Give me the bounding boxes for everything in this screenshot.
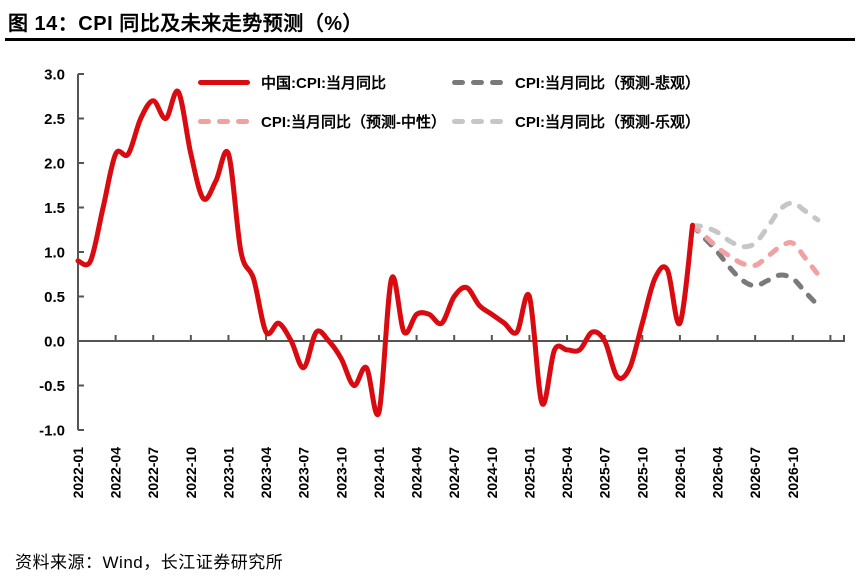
x-tick-label: 2025-10	[634, 447, 650, 499]
x-tick-label: 2026-01	[672, 447, 688, 499]
y-tick-label: 1.5	[44, 200, 65, 217]
series-forecast-pessimistic	[690, 222, 821, 308]
x-tick-label: 2024-10	[484, 447, 500, 499]
y-tick-label: 3.0	[44, 67, 65, 84]
title-divider	[5, 38, 855, 41]
series-actual-cpi	[75, 88, 695, 418]
x-tick-label: 2026-10	[785, 447, 801, 499]
x-tick-label: 2023-04	[258, 447, 274, 499]
y-tick-label: 2.5	[44, 111, 65, 128]
x-tick-label: 2024-04	[409, 447, 425, 499]
x-tick-label: 2025-04	[559, 447, 575, 499]
y-tick-labels: 3.0 2.5 2.0 1.5 1.0 0.5 0.0 -0.5 -1.0	[39, 67, 65, 440]
x-tick-label: 2024-07	[446, 447, 462, 499]
data-source-note: 资料来源：Wind，长江证券研究所	[15, 553, 284, 572]
x-tick-label: 2022-01	[70, 447, 86, 499]
x-tick-label: 2025-01	[521, 447, 537, 499]
x-tick-label: 2026-04	[710, 447, 726, 499]
y-tick-label: -1.0	[39, 423, 65, 440]
x-tick-label: 2022-04	[108, 447, 124, 499]
chart-title: 图 14：CPI 同比及未来走势预测（%）	[8, 13, 363, 35]
y-tick-label: 0.5	[44, 289, 65, 306]
y-tick-label: 0.0	[44, 334, 65, 351]
x-tick-label: 2023-01	[220, 447, 236, 499]
series-forecast-optimistic	[690, 200, 821, 250]
y-tick-label: -0.5	[39, 378, 65, 395]
x-tick-label: 2023-10	[333, 447, 349, 499]
x-tick-label: 2024-01	[371, 447, 387, 499]
y-tick-label: 1.0	[44, 245, 65, 262]
x-tick-label: 2022-07	[145, 447, 161, 499]
series-forecast-neutral	[690, 222, 821, 277]
x-tick-label: 2026-07	[747, 447, 763, 499]
y-tick-label: 2.0	[44, 156, 65, 173]
x-tick-label: 2022-10	[183, 447, 199, 499]
x-tick-labels: 2022-01 2022-04 2022-07 2022-10 2023-01 2023-…	[70, 447, 801, 499]
x-tick-label: 2025-07	[597, 447, 613, 499]
x-tick-label: 2023-07	[296, 447, 312, 499]
